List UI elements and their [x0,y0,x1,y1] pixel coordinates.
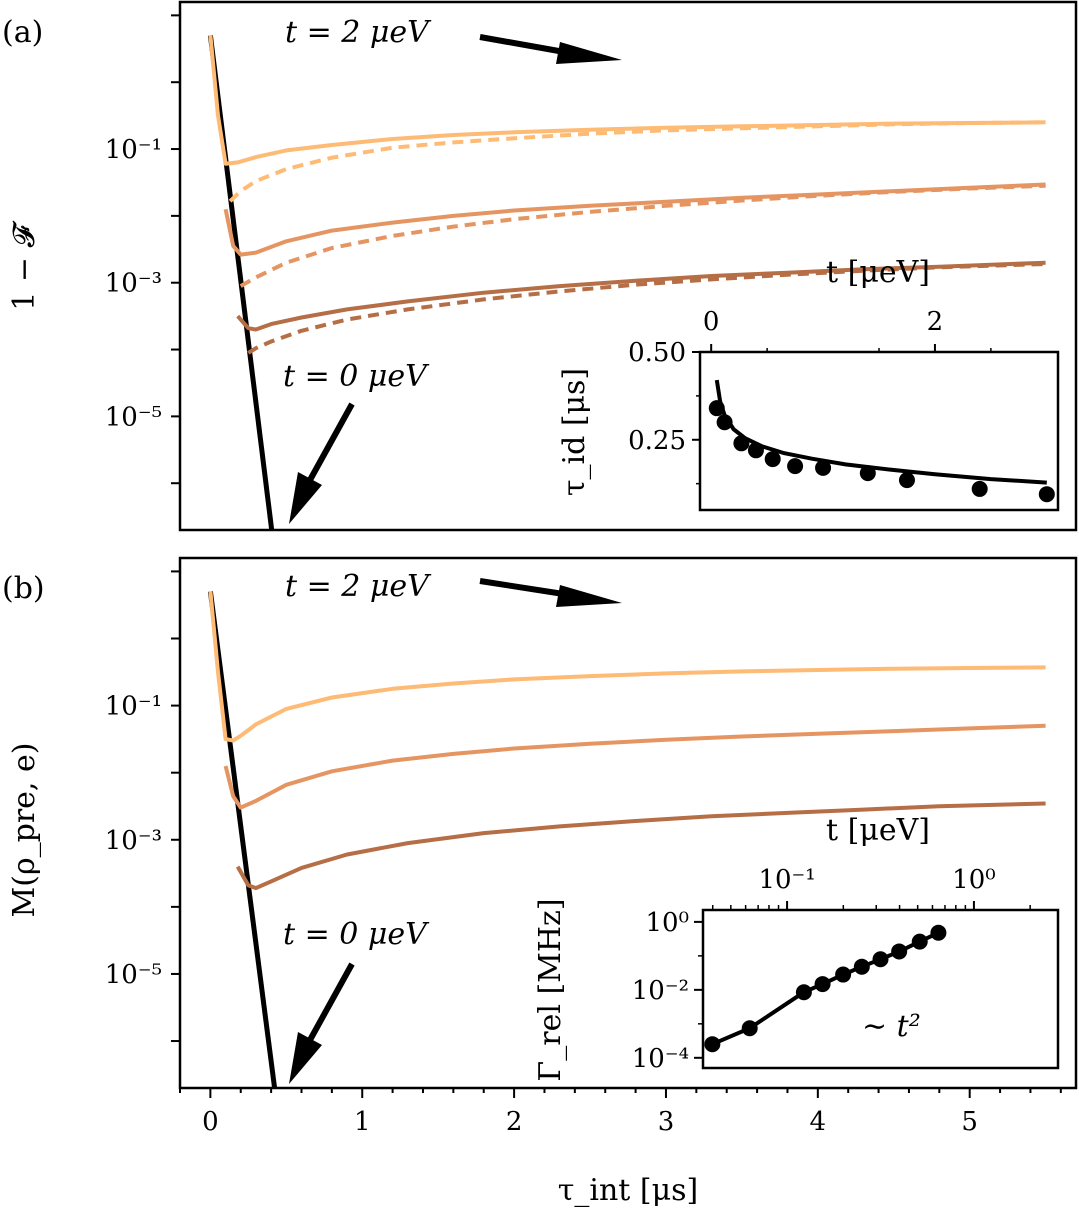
series-line-mid-solid [223,723,1046,810]
inset-a-ylabel: τ_id [μs] [557,368,592,496]
series-line-t2-solid [208,35,1046,166]
inset-b-ticks: 10⁻¹ 10⁰ 10⁰ 10⁻² 10⁻⁴ [632,865,1031,1074]
y-tick-label: 10⁻³ [105,269,162,299]
inset-a-point [733,435,750,452]
y-tick-label: 10⁻¹ [105,692,162,722]
panel-b-arrow-t2 [479,578,622,607]
inset-b-x-tick-label: 10⁻¹ [758,865,815,895]
y-tick-label: 10⁻⁵ [105,402,162,432]
inset-b-point [872,951,889,968]
inset-a-marks [708,379,1055,503]
panel-b-frame [178,556,1078,1090]
inset-b-marks [704,924,947,1053]
inset-a-y-tick-label: 0.25 [628,426,686,456]
inset-b-point [911,933,928,950]
inset-a-point [747,442,764,459]
inset-b-point [704,1036,721,1053]
inset-a-x-tick-label: 2 [927,307,944,337]
inset-b-point [835,966,852,983]
inset-a-point [859,465,876,482]
panel-b-xlabel: τ_int [μs] [558,1173,698,1208]
inset-a-point [1038,486,1055,503]
x-tick-label: 4 [810,1107,827,1137]
panel-b-arrow-t0 [289,962,355,1084]
x-tick-label: 5 [961,1107,978,1137]
inset-b-y-tick-label: 10⁻² [632,976,689,1006]
series-line-mid-dashed [239,183,1046,288]
inset-a-x-tick-label: 0 [703,307,720,337]
series-line-t2-dashed [228,120,1046,203]
x-tick-label: 2 [506,1107,523,1137]
x-tick-label: 3 [658,1107,675,1137]
inset-b-y-tick-label: 10⁻⁴ [632,1044,689,1074]
panel-a-ylabel: 1 − 𝓕 [7,220,42,310]
panel-b-xticks: 0 1 2 3 4 5 [179,1088,1062,1137]
inset-a: t [μeV] τ_id [μs] 0 2 0.25 0.50 [557,255,1060,512]
panel-a-arrow-t2 [479,34,622,64]
inset-b-x-tick-label: 10⁰ [952,865,996,895]
panel-b: (b) M(ρ_pre, e) τ_int [μs] 10⁻¹10⁻³10⁻⁵ … [2,556,1078,1208]
panel-a-frame [178,0,1078,532]
x-tick-label: 0 [202,1107,219,1137]
inset-a-xlabel: t [μeV] [826,255,930,290]
inset-b-point [814,976,831,993]
inset-a-point [787,458,804,475]
inset-b-y-tick-label: 10⁰ [645,908,689,938]
y-tick-label: 10⁻¹ [105,135,162,165]
inset-b-fit-line [711,930,940,1047]
panel-a-label: (a) [2,15,43,50]
panel-b-label: (b) [2,571,45,606]
panel-b-annotation-t2: t = 2 μeV [285,569,432,604]
panel-b-curves [207,591,1046,1088]
panel-b-yticks: 10⁻¹ 10⁻³ 10⁻⁵ [105,570,180,1043]
inset-a-point [815,459,832,476]
inset-a-point [764,451,781,468]
panel-a: (a) 1 − 𝓕 10⁻¹ 10⁻³ 10⁻⁵ t = 2 μeV t = 0 μ… [2,0,1078,532]
panel-a-annotation-t2: t = 2 μeV [285,15,432,50]
inset-a-point [708,400,725,417]
panel-a-annotation-t0: t = 0 μeV [283,359,430,394]
inset-b-annotation: ∼ t² [862,1009,921,1044]
series-line-t_low-solid [235,801,1046,891]
y-tick-label: 10⁻³ [105,826,162,856]
inset-b-point [930,924,947,941]
inset-a-y-tick-label: 0.50 [628,338,686,368]
panel-a-yticks: 10⁻¹ 10⁻³ 10⁻⁵ [105,14,180,485]
inset-b-ylabel: Γ_rel [MHz] [533,898,568,1081]
panel-a-arrow-t0 [289,402,355,524]
panel-a-curves [207,35,1046,530]
inset-b: t [μeV] Γ_rel [MHz] ∼ t² 10⁻¹ 10⁰10⁰10⁻²1… [533,813,1060,1082]
inset-a-point [716,414,733,431]
inset-a-point [898,472,915,489]
series-line-t0-solid [207,591,278,1088]
inset-b-point [741,1020,758,1037]
series-line-t0-solid [207,35,275,530]
x-tick-label: 1 [354,1107,371,1137]
inset-b-point [853,958,870,975]
y-tick-label: 10⁻⁵ [105,960,162,990]
inset-a-frame [698,350,1060,512]
inset-b-point [891,943,908,960]
panel-b-annotation-t0: t = 0 μeV [283,917,430,952]
inset-b-frame [701,908,1060,1070]
panel-b-ylabel: M(ρ_pre, e) [7,743,42,918]
inset-b-point [795,984,812,1001]
inset-b-xlabel: t [μeV] [826,813,930,848]
inset-a-point [971,480,988,497]
inset-a-ticks: 0 2 0.25 0.50 [628,307,992,485]
series-line-t2-solid [208,591,1046,743]
series-line-mid-solid [223,182,1046,257]
